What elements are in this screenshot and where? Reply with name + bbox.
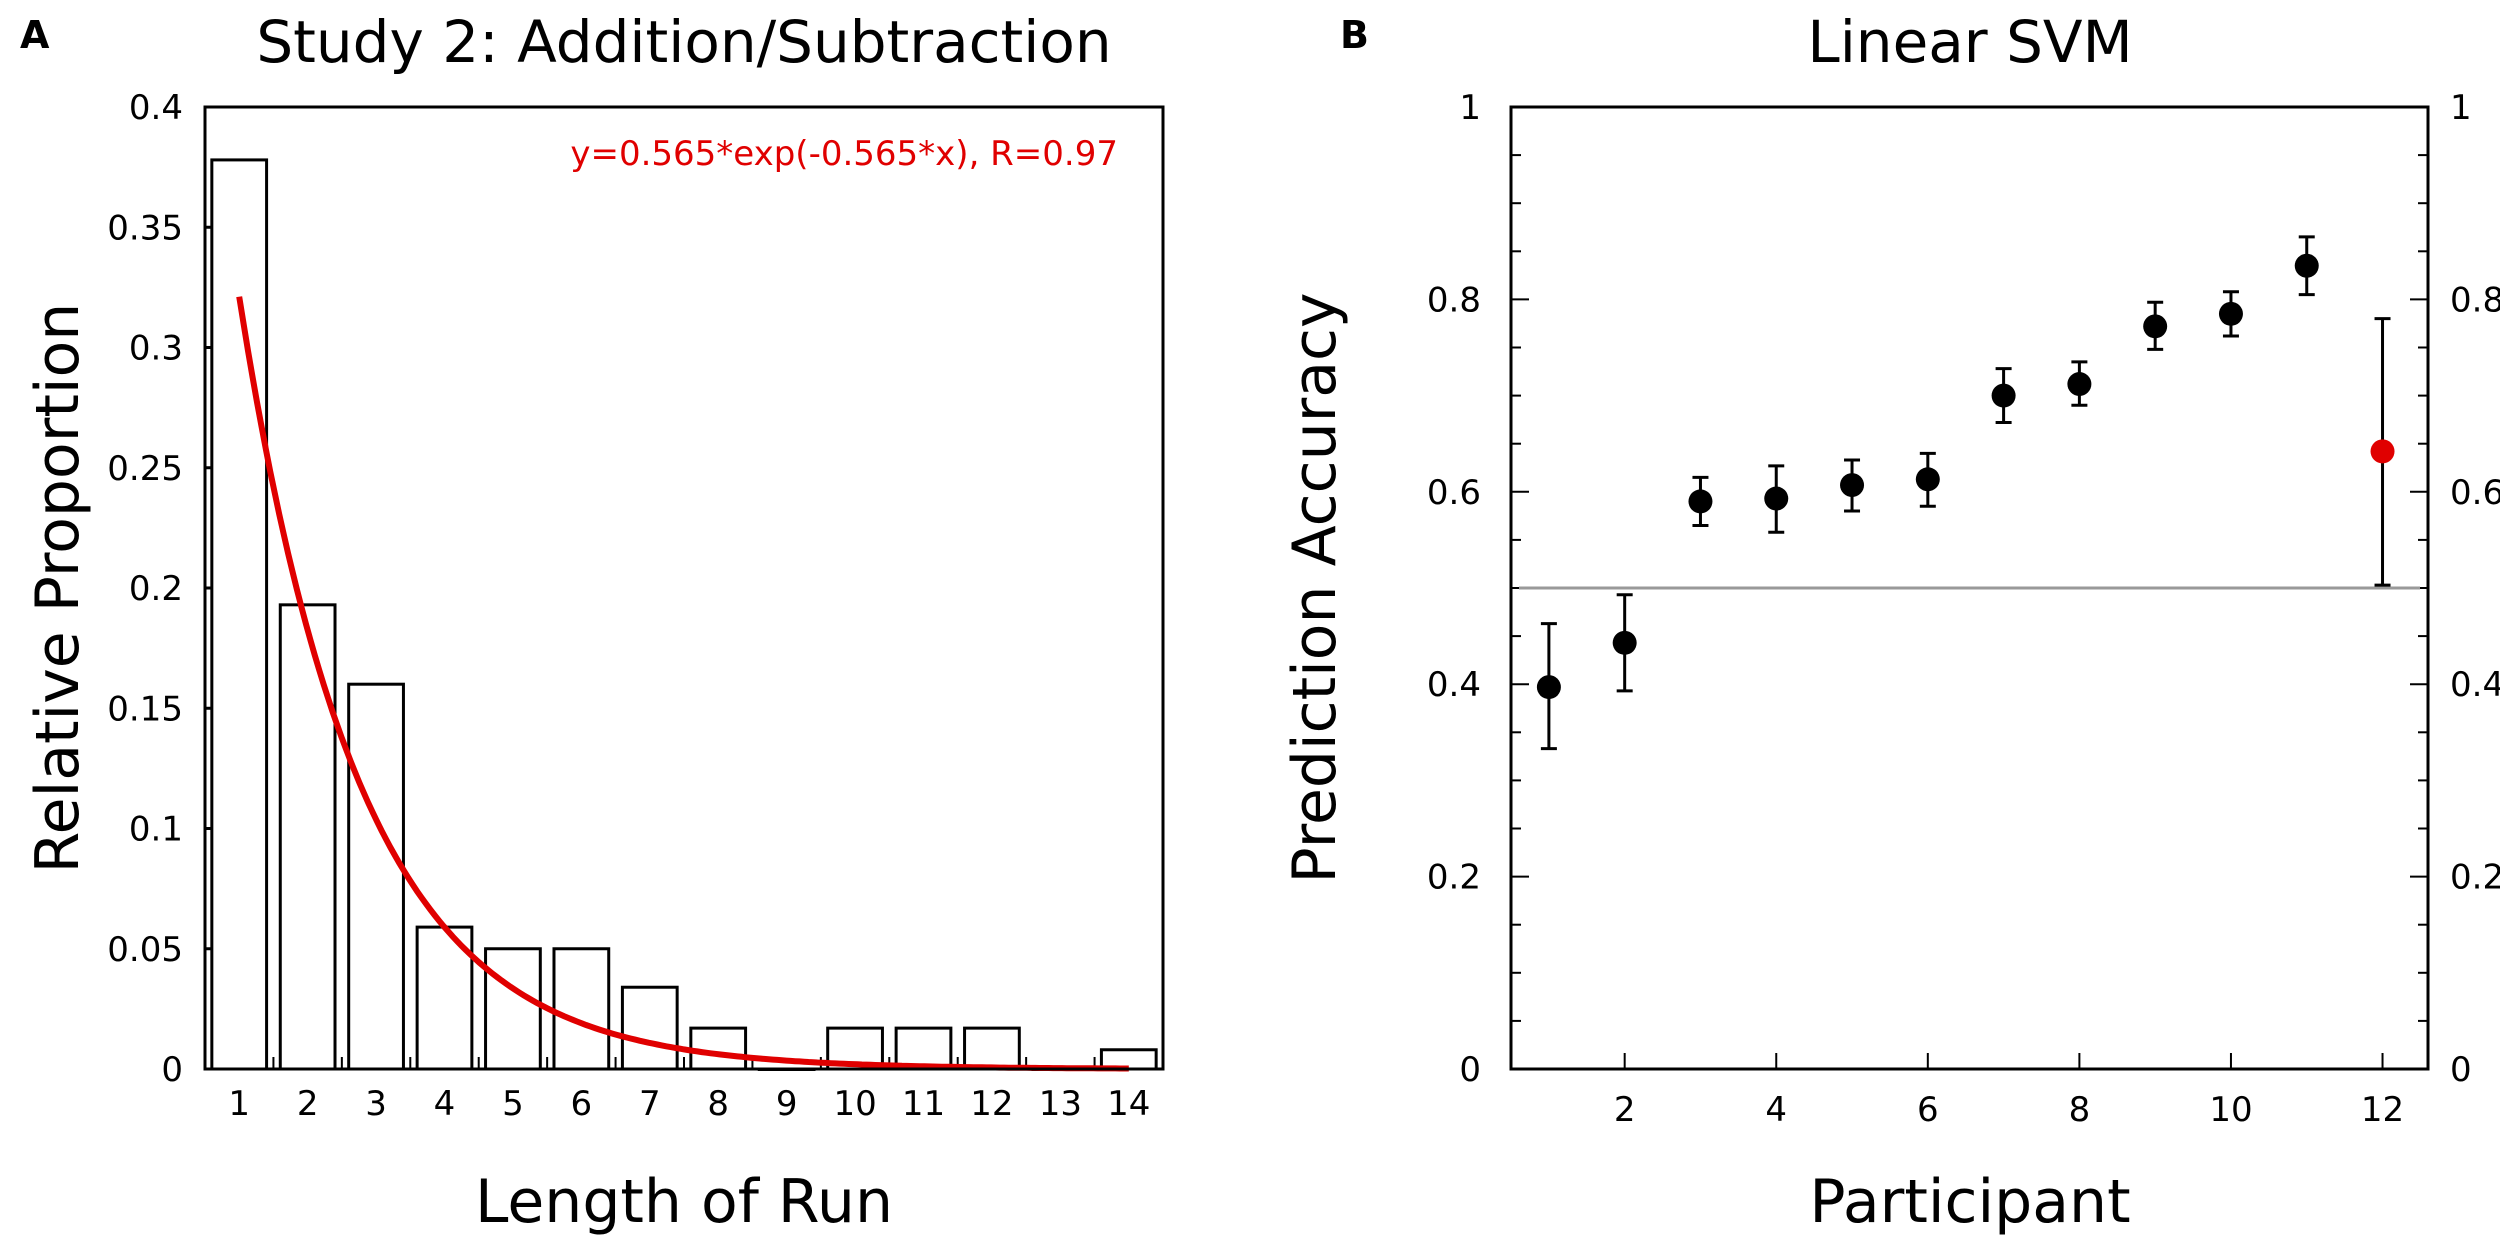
bar: [347, 682, 405, 1071]
x-tick-label: 13: [1039, 1084, 1082, 1124]
x-tick-label: 8: [707, 1084, 729, 1124]
y-tick-label-right: 0.2: [2450, 858, 2500, 898]
bar: [484, 947, 542, 1071]
y-tick-label-right: 0: [2450, 1050, 2472, 1090]
panel-b-label: B: [1340, 13, 1369, 57]
panel-b-title: Linear SVM: [1807, 8, 2132, 76]
y-tick-label: 0.05: [107, 930, 183, 970]
panel-b-xlabel: Participant: [1809, 1167, 2130, 1237]
x-tick-label: 1: [228, 1084, 250, 1124]
panel-b-ylabel: Prediction Accuracy: [1280, 292, 1350, 883]
y-tick-label: 0.35: [107, 208, 183, 248]
data-point: [2370, 439, 2395, 464]
y-tick-label-right: 0.4: [2450, 665, 2500, 705]
bar: [278, 603, 337, 1071]
data-point: [2067, 372, 2092, 397]
panel-a-title: Study 2: Addition/Subtraction: [256, 8, 1111, 76]
data-point: [2218, 301, 2243, 326]
y-tick-label-left: 0: [1459, 1050, 1481, 1090]
bar: [689, 1026, 748, 1071]
x-tick-label: 10: [2209, 1090, 2252, 1130]
y-tick-label-right: 0.8: [2450, 280, 2500, 320]
x-tick-label: 6: [1917, 1090, 1939, 1130]
x-tick-label: 14: [1107, 1084, 1150, 1124]
panel-a-ylabel: Relative Proportion: [23, 303, 93, 874]
bar: [620, 985, 679, 1071]
y-tick-label: 0.2: [129, 569, 183, 609]
x-tick-label: 2: [297, 1084, 319, 1124]
y-tick-label-right: 0.6: [2450, 473, 2500, 513]
y-tick-label: 0.1: [129, 810, 183, 850]
y-tick-label-left: 0.4: [1427, 665, 1481, 705]
data-point: [1536, 675, 1561, 700]
x-tick-label: 9: [776, 1084, 798, 1124]
x-tick-label: 5: [502, 1084, 524, 1124]
y-tick-label: 0.3: [129, 329, 183, 369]
y-tick-label: 0: [161, 1050, 183, 1090]
data-point: [1688, 489, 1713, 514]
bar: [552, 947, 611, 1071]
y-tick-label-right: 1: [2450, 88, 2472, 128]
x-tick-label: 12: [2361, 1090, 2404, 1130]
data-point: [2143, 314, 2168, 339]
bar: [210, 158, 269, 1071]
fit-equation-label: y=0.565*exp(-0.565*x), R=0.97: [570, 134, 1118, 174]
x-tick-label: 12: [970, 1084, 1013, 1124]
bar: [894, 1026, 953, 1071]
y-tick-label-left: 0.2: [1427, 858, 1481, 898]
y-tick-label-left: 0.6: [1427, 473, 1481, 513]
x-tick-label: 4: [1765, 1090, 1787, 1130]
x-tick-label: 3: [365, 1084, 387, 1124]
data-point: [1915, 467, 1940, 492]
y-tick-label-left: 0.8: [1427, 280, 1481, 320]
data-point: [1840, 473, 1865, 498]
y-tick-label: 0.25: [107, 449, 183, 489]
data-point: [1612, 630, 1637, 655]
panel-a-plot-frame: [203, 105, 1165, 1071]
x-tick-label: 10: [833, 1084, 876, 1124]
x-tick-label: 6: [571, 1084, 593, 1124]
panel-a-xlabel: Length of Run: [475, 1167, 893, 1237]
panel-a: A Study 2: Addition/Subtraction Relative…: [20, 8, 1165, 1237]
x-tick-label: 2: [1614, 1090, 1636, 1130]
bar: [963, 1026, 1021, 1071]
x-tick-label: 11: [902, 1084, 945, 1124]
exponential-fit-curve: [236, 296, 1129, 1072]
panel-b: B Linear SVM Prediction Accuracy Partici…: [1280, 8, 2500, 1237]
x-tick-label: 4: [434, 1084, 456, 1124]
data-point: [1991, 383, 2016, 408]
y-tick-label: 0.4: [129, 88, 183, 128]
y-tick-label-left: 1: [1459, 88, 1481, 128]
panel-a-label: A: [20, 13, 50, 57]
x-tick-label: 8: [2069, 1090, 2091, 1130]
panel-b-plot-frame: [1509, 105, 2430, 1071]
x-tick-label: 7: [639, 1084, 661, 1124]
y-tick-label: 0.15: [107, 689, 183, 729]
data-point: [1764, 486, 1789, 511]
data-point: [2294, 253, 2319, 278]
